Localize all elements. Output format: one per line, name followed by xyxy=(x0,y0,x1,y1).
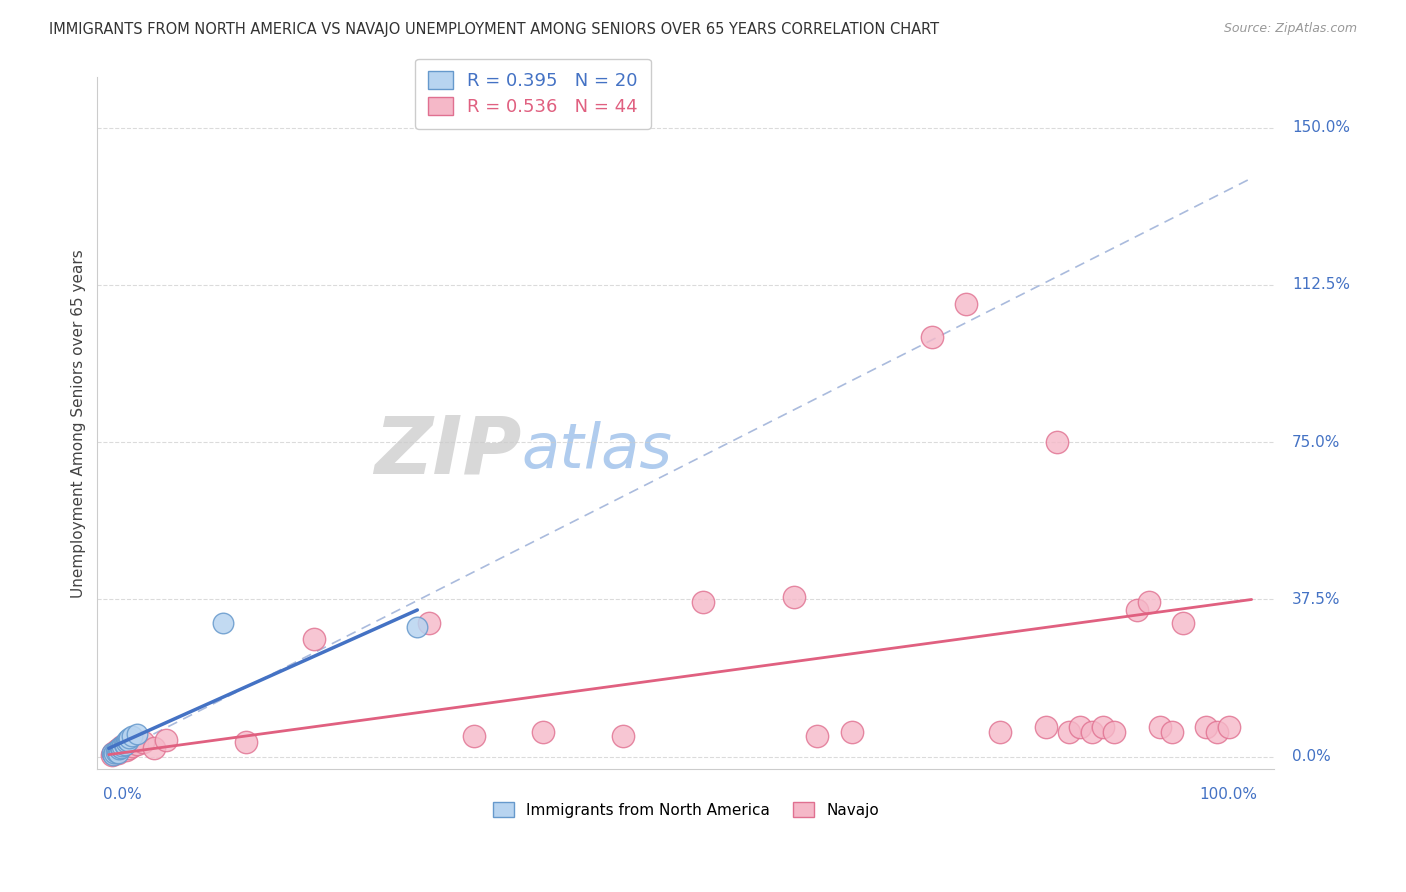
Point xyxy=(115,733,138,747)
Point xyxy=(127,737,149,751)
Point xyxy=(115,743,138,757)
Point xyxy=(1035,720,1057,734)
Point xyxy=(1126,603,1149,617)
Point xyxy=(783,591,806,605)
Point xyxy=(103,747,125,762)
Point xyxy=(112,737,135,751)
Point xyxy=(103,747,125,761)
Point xyxy=(692,594,714,608)
Point xyxy=(108,741,131,756)
Point xyxy=(103,747,125,761)
Point xyxy=(143,741,166,756)
Point xyxy=(806,729,828,743)
Point xyxy=(1092,720,1115,734)
Text: 112.5%: 112.5% xyxy=(1292,277,1350,293)
Point xyxy=(114,738,136,752)
Text: 37.5%: 37.5% xyxy=(1292,592,1341,607)
Point xyxy=(988,724,1011,739)
Point xyxy=(111,739,134,754)
Text: atlas: atlas xyxy=(522,421,672,481)
Point xyxy=(1046,435,1069,450)
Text: 0.0%: 0.0% xyxy=(1292,749,1331,764)
Text: 100.0%: 100.0% xyxy=(1199,787,1257,802)
Point xyxy=(111,739,134,754)
Point xyxy=(418,615,440,630)
Point xyxy=(1137,594,1160,608)
Point xyxy=(108,742,131,756)
Point xyxy=(463,729,485,743)
Point xyxy=(118,741,141,756)
Point xyxy=(108,740,131,755)
Legend: Immigrants from North America, Navajo: Immigrants from North America, Navajo xyxy=(486,797,886,824)
Point xyxy=(101,746,124,760)
Point xyxy=(105,743,128,757)
Point xyxy=(1149,720,1171,734)
Text: 75.0%: 75.0% xyxy=(1292,434,1340,450)
Point xyxy=(110,741,132,756)
Point xyxy=(132,735,155,749)
Point xyxy=(1218,720,1240,734)
Point xyxy=(235,735,257,749)
Point xyxy=(104,745,127,759)
Point xyxy=(155,733,177,747)
Point xyxy=(1104,724,1126,739)
Point xyxy=(1171,615,1194,630)
Point xyxy=(101,747,124,762)
Text: ZIP: ZIP xyxy=(374,412,522,490)
Point xyxy=(612,729,634,743)
Point xyxy=(1206,724,1229,739)
Point xyxy=(104,745,127,759)
Point xyxy=(121,739,143,754)
Point xyxy=(531,724,554,739)
Point xyxy=(127,726,149,740)
Point xyxy=(103,746,125,760)
Point xyxy=(921,330,943,344)
Point xyxy=(105,743,128,757)
Point xyxy=(955,297,977,311)
Point xyxy=(117,733,139,747)
Point xyxy=(1080,724,1102,739)
Text: 0.0%: 0.0% xyxy=(103,787,142,802)
Text: 150.0%: 150.0% xyxy=(1292,120,1350,136)
Point xyxy=(1057,724,1080,739)
Point xyxy=(115,735,138,749)
Point xyxy=(1069,720,1091,734)
Point xyxy=(108,742,131,756)
Point xyxy=(118,731,141,745)
Y-axis label: Unemployment Among Seniors over 65 years: Unemployment Among Seniors over 65 years xyxy=(72,249,86,598)
Point xyxy=(212,615,235,630)
Point xyxy=(406,620,429,634)
Point xyxy=(841,724,863,739)
Text: Source: ZipAtlas.com: Source: ZipAtlas.com xyxy=(1223,22,1357,36)
Point xyxy=(1160,724,1182,739)
Text: IMMIGRANTS FROM NORTH AMERICA VS NAVAJO UNEMPLOYMENT AMONG SENIORS OVER 65 YEARS: IMMIGRANTS FROM NORTH AMERICA VS NAVAJO … xyxy=(49,22,939,37)
Point xyxy=(1195,720,1218,734)
Point xyxy=(304,632,326,647)
Point xyxy=(107,746,129,760)
Point xyxy=(107,746,129,760)
Point xyxy=(121,729,143,743)
